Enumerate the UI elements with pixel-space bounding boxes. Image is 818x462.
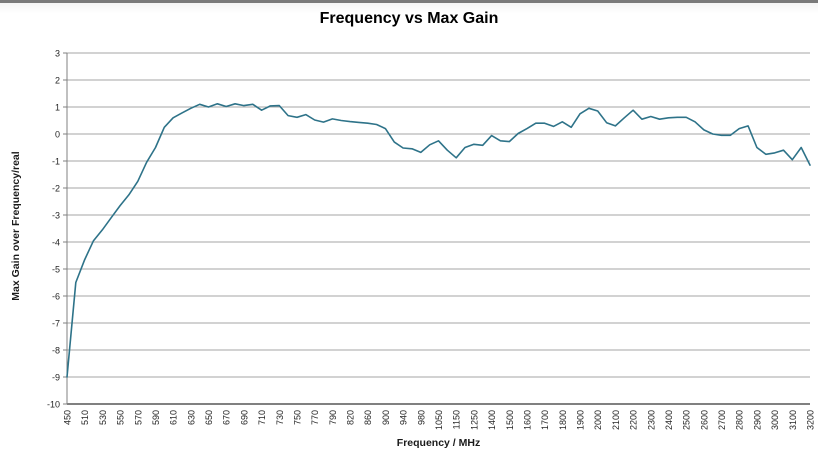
y-tick-label: -4: [52, 238, 60, 248]
x-tick-label: 2600: [699, 410, 709, 430]
x-tick-label: 900: [381, 410, 391, 425]
x-axis-title: Frequency / MHz: [396, 437, 481, 449]
x-tick-label: 510: [80, 410, 90, 425]
x-tick-label: 630: [186, 410, 196, 425]
x-tick-label: 2400: [664, 410, 674, 430]
x-tick-label: 530: [98, 410, 108, 425]
x-tick-label: 770: [310, 410, 320, 425]
x-tick-label: 1150: [452, 410, 462, 429]
x-tick-label: 1700: [540, 410, 550, 430]
y-tick-label: -8: [52, 346, 60, 356]
y-tick-label: -10: [47, 400, 60, 410]
x-tick-label: 2100: [611, 410, 621, 430]
x-tick-label: 3200: [806, 410, 816, 430]
x-tick-label: 710: [257, 410, 267, 425]
y-tick-label: -7: [52, 319, 60, 329]
x-tick-label: 550: [116, 410, 126, 425]
y-tick-label: 0: [55, 130, 60, 140]
y-tick-label: -5: [52, 265, 60, 275]
x-tick-label: 940: [399, 410, 409, 425]
x-tick-label: 730: [275, 410, 285, 425]
y-tick-label: -3: [52, 211, 60, 221]
x-tick-label: 570: [133, 410, 143, 425]
y-tick-label: -9: [52, 373, 60, 383]
x-tick-label: 2700: [717, 410, 727, 430]
x-tick-label: 2300: [646, 410, 656, 430]
x-tick-label: 2000: [593, 410, 603, 430]
x-tick-label: 3000: [770, 410, 780, 430]
x-tick-label: 2500: [682, 410, 692, 430]
x-tick-label: 860: [363, 410, 373, 425]
x-tick-label: 1250: [469, 410, 479, 430]
x-tick-label: 3100: [788, 410, 798, 430]
x-tick-label: 690: [239, 410, 249, 425]
x-tick-label: 1800: [558, 410, 568, 430]
x-tick-label: 790: [328, 410, 338, 425]
y-tick-label: -2: [52, 184, 60, 194]
x-tick-label: 610: [169, 410, 179, 425]
x-tick-label: 980: [416, 410, 426, 425]
x-tick-label: 2800: [735, 410, 745, 430]
y-tick-label: -6: [52, 292, 60, 302]
x-tick-label: 450: [63, 410, 73, 425]
x-tick-label: 1900: [576, 410, 586, 430]
y-tick-label: 3: [55, 49, 60, 59]
x-tick-label: 1050: [434, 410, 444, 430]
window-top-edge: [0, 0, 818, 3]
x-tick-label: 1400: [487, 410, 497, 430]
x-tick-label: 2900: [752, 410, 762, 430]
x-tick-label: 820: [346, 410, 356, 425]
x-tick-label: 1500: [505, 410, 515, 430]
chart-title: Frequency vs Max Gain: [319, 10, 499, 27]
x-tick-label: 1600: [522, 410, 532, 430]
y-tick-label: 1: [55, 103, 60, 113]
x-tick-label: 750: [292, 410, 302, 425]
x-tick-label: 590: [151, 410, 161, 425]
max-gain-line: [66, 103, 811, 378]
x-tick-label: 2200: [629, 410, 639, 430]
x-tick-label: 650: [204, 410, 214, 425]
y-tick-label: 2: [55, 76, 60, 86]
x-tick-label: 670: [222, 410, 232, 425]
y-tick-label: -1: [52, 157, 60, 167]
